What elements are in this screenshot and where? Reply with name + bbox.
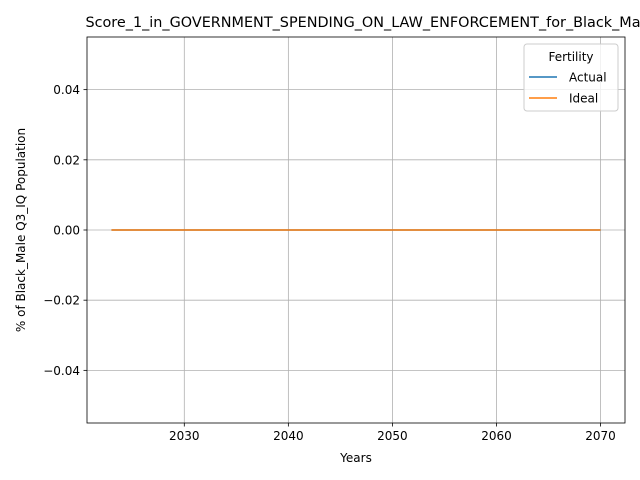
- legend-label-actual: Actual: [569, 71, 607, 85]
- y-tick-label: −0.04: [43, 364, 80, 378]
- x-tick-label: 2040: [273, 429, 304, 443]
- y-axis-ticks: −0.04 −0.02 0.00 0.02 0.04: [43, 83, 87, 378]
- y-axis-label: % of Black_Male Q3_IQ Population: [14, 128, 28, 332]
- x-tick-label: 2070: [585, 429, 616, 443]
- legend: Fertility Actual Ideal: [523, 43, 619, 112]
- x-tick-label: 2030: [169, 429, 200, 443]
- y-tick-label: −0.02: [43, 294, 80, 308]
- legend-label-ideal: Ideal: [569, 92, 598, 106]
- x-tick-label: 2060: [481, 429, 512, 443]
- x-tick-label: 2050: [377, 429, 408, 443]
- x-axis-label: Years: [339, 451, 372, 465]
- y-tick-label: 0.02: [53, 153, 80, 167]
- y-tick-label: 0.04: [53, 83, 80, 97]
- y-tick-label: 0.00: [53, 224, 80, 238]
- chart-title: Score_1_in_GOVERNMENT_SPENDING_ON_LAW_EN…: [85, 15, 640, 31]
- x-axis-ticks: 2030 2040 2050 2060 2070: [169, 423, 616, 443]
- legend-box: [523, 43, 619, 112]
- legend-title: Fertility: [548, 50, 593, 64]
